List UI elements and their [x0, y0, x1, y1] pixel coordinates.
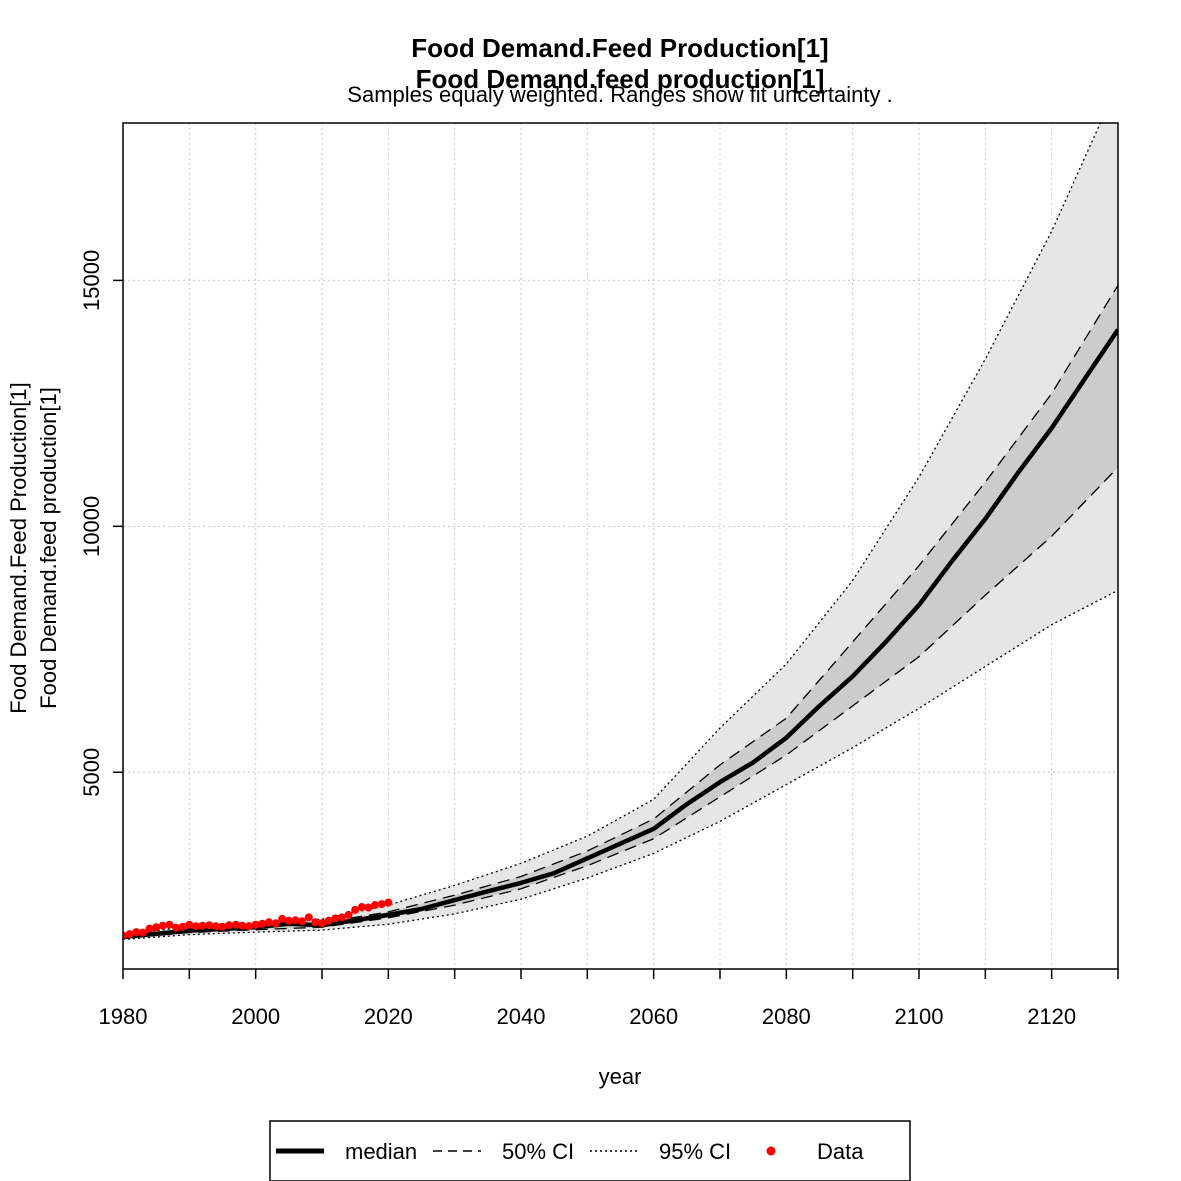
- y-tick-label: 10000: [79, 496, 104, 557]
- plot-area: [123, 123, 1118, 969]
- x-tick-label: 2080: [762, 1004, 811, 1029]
- data-point: [318, 919, 326, 928]
- median-line: [123, 328, 1118, 940]
- grid-lines: [123, 123, 1118, 969]
- data-point: [225, 921, 234, 930]
- data-point: [331, 914, 340, 923]
- data-point: [371, 901, 380, 910]
- data-point: [377, 900, 386, 909]
- data-point: [324, 916, 333, 925]
- data-point: [264, 918, 273, 927]
- legend-median-label: median: [345, 1139, 417, 1164]
- x-tick-label: 2000: [231, 1004, 280, 1029]
- ci95-band: [123, 123, 1118, 940]
- legend-ci95-label: 95% CI: [659, 1139, 731, 1164]
- ci50-upper-line: [123, 284, 1118, 937]
- chart-title: Food Demand.Feed Production[1]: [411, 33, 828, 63]
- data-point: [337, 913, 346, 922]
- data-point: [245, 922, 254, 931]
- ci50-band: [123, 285, 1118, 938]
- chart-subtitle: Samples equaly weighted. Ranges show fit…: [347, 82, 892, 107]
- data-point: [344, 910, 353, 919]
- chart-title-2: Food Demand.feed production[1]: [416, 64, 825, 94]
- data-points: [123, 898, 393, 940]
- data-point: [258, 919, 267, 928]
- legend-ci50-label: 50% CI: [502, 1139, 574, 1164]
- data-point: [271, 919, 280, 928]
- y-tick-label: 15000: [79, 250, 104, 311]
- data-point: [218, 922, 227, 931]
- data-point: [311, 918, 320, 927]
- data-point: [172, 923, 181, 932]
- legend-data-swatch: [766, 1146, 776, 1156]
- data-point: [158, 921, 167, 930]
- plot-frame: [122, 122, 1119, 970]
- x-axis: 1980 2000 2020 2040 2060 2080 2100 2120: [99, 969, 1119, 1029]
- data-point: [364, 903, 373, 912]
- data-point: [185, 920, 194, 929]
- y-tick-label: 5000: [79, 748, 104, 797]
- legend-data-label: Data: [817, 1139, 864, 1164]
- data-point: [304, 913, 313, 922]
- y-axis-label-2: Food Demand.feed production[1]: [36, 387, 61, 709]
- data-point: [191, 922, 200, 931]
- data-point: [165, 920, 174, 929]
- ci95-lower-line: [123, 589, 1118, 941]
- x-tick-label: 1980: [99, 1004, 148, 1029]
- data-point: [278, 914, 287, 923]
- data-point: [145, 924, 154, 933]
- data-point: [284, 916, 293, 925]
- x-tick-label: 2040: [497, 1004, 546, 1029]
- data-point: [357, 903, 366, 912]
- data-point: [178, 922, 187, 931]
- x-tick-label: 2020: [364, 1004, 413, 1029]
- data-point: [384, 898, 393, 907]
- data-point: [138, 928, 147, 937]
- y-axis: 5000 10000 15000: [79, 250, 123, 797]
- data-point: [152, 923, 161, 932]
- data-point: [125, 930, 134, 939]
- data-point: [298, 917, 307, 926]
- data-point: [291, 916, 300, 925]
- data-point: [231, 920, 240, 929]
- data-point: [211, 922, 220, 931]
- x-axis-label: year: [599, 1064, 642, 1089]
- y-axis-label: Food Demand.Feed Production[1]: [6, 382, 31, 713]
- data-point: [351, 905, 360, 914]
- x-tick-label: 2100: [895, 1004, 944, 1029]
- x-tick-label: 2060: [629, 1004, 678, 1029]
- data-point: [205, 921, 214, 930]
- data-point: [238, 921, 247, 930]
- data-point: [132, 928, 141, 937]
- data-point: [251, 920, 260, 929]
- legend: median 50% CI 95% CI Data: [269, 1120, 911, 1181]
- data-point: [198, 921, 207, 930]
- x-tick-label: 2120: [1027, 1004, 1076, 1029]
